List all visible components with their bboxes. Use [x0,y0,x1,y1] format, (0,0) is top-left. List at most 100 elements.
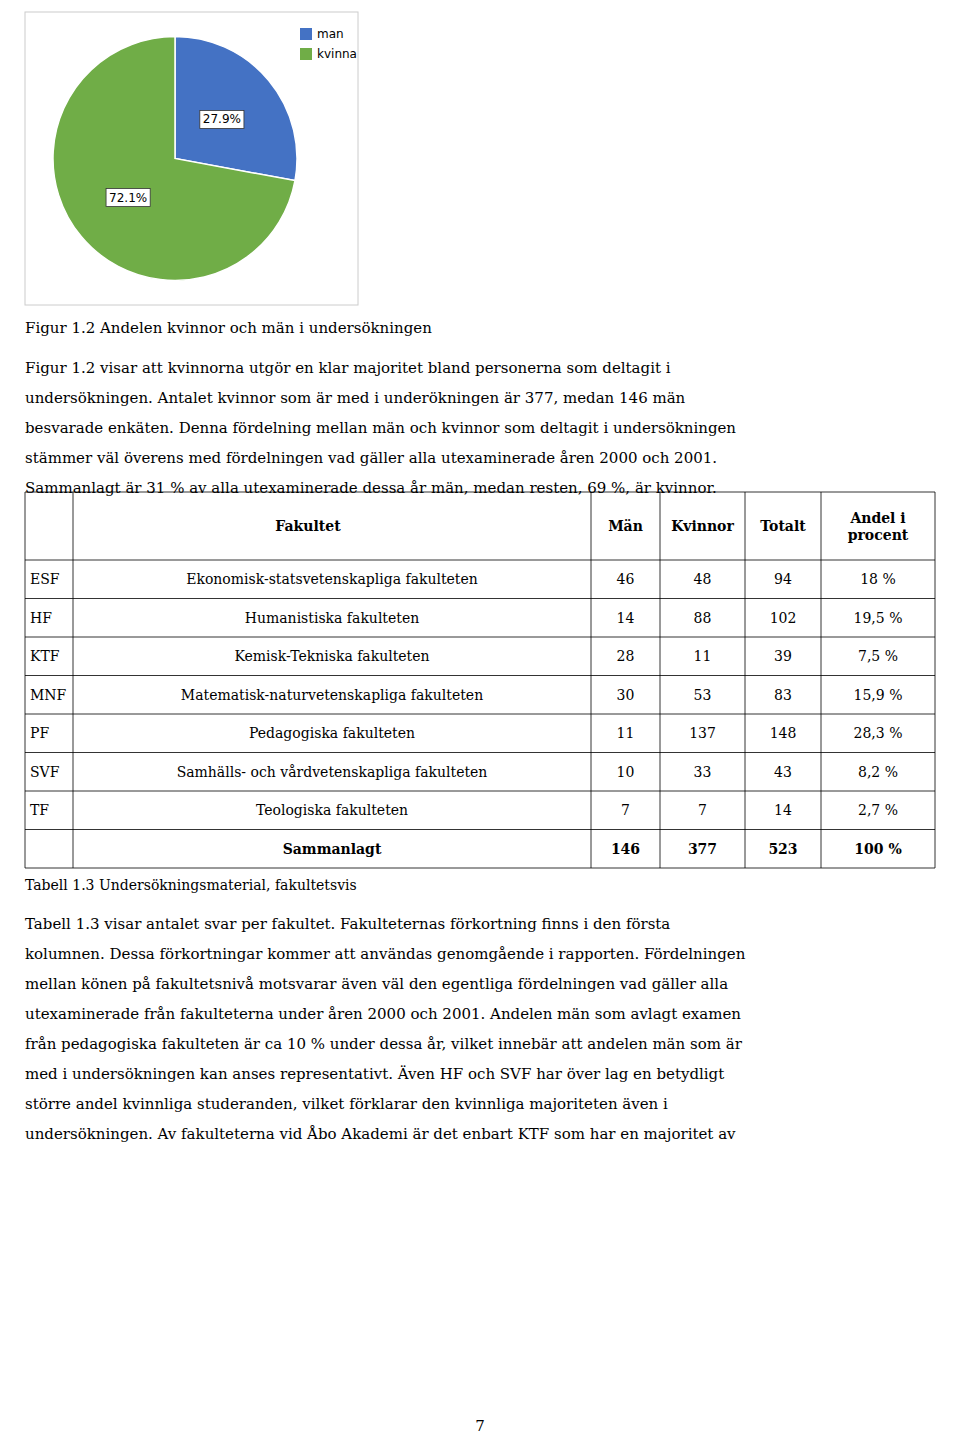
table-cell: 137 [689,725,716,741]
legend-label: kvinna [317,47,357,61]
data-labels: 27.9% 72.1% [106,110,244,206]
table-cell: 7,5 % [858,648,898,664]
table-cell: 100 % [854,841,901,857]
pie-chart: 27.9% 72.1% [53,37,297,281]
data-label-group: 72.1% [106,189,150,207]
table-cell: Matematisk-naturvetenskapliga fakulteten [181,687,483,703]
table-header: Fakultet [275,518,341,534]
table-cell: Ekonomisk-statsvetenskapliga fakulteten [186,571,478,587]
table-cell: Sammanlagt [283,841,382,857]
table-cell: MNF [30,687,67,703]
table-cell: 19,5 % [854,610,903,626]
paragraph-line: med i undersökningen kan anses represent… [25,1065,724,1083]
data-label: 72.1% [109,191,147,205]
data-label-box [200,110,244,128]
paragraph-line: utexaminerade från fakulteterna under år… [25,1005,741,1023]
table-header: Män [608,518,643,534]
table-rule [745,492,746,868]
table-cell: 18 % [860,571,896,587]
table-cell: 39 [774,648,792,664]
table-cell: 15,9 % [854,687,903,703]
paragraph-line: mellan könen på fakultetsnivå motsvarar … [25,975,728,993]
table-cell: Samhälls- och vårdvetenskapliga fakultet… [177,764,488,780]
table-cell: 2,7 % [858,802,898,818]
table-cell: 10 [617,764,635,780]
table-cell: 83 [774,687,792,703]
table-cell: Humanistiska fakulteten [245,610,419,626]
table-cell: 30 [617,687,635,703]
table: FakultetMänKvinnorTotaltAndel iprocentES… [25,492,935,868]
paragraph-line: stämmer väl överens med fördelningen vad… [25,449,717,467]
table-cell: 14 [774,802,792,818]
table-cell: HF [30,610,52,626]
table-rule [591,492,592,868]
table-cell: 43 [774,764,792,780]
table-cell: KTF [30,648,60,664]
table-rule [25,752,935,753]
paragraph-line: undersökningen. Av fakulteterna vid Åbo … [25,1125,736,1143]
table-cell: ESF [30,571,60,587]
table-rule [660,492,661,868]
table-rule [73,492,74,868]
page-number: 7 [475,1417,485,1435]
table-cell: 94 [774,571,792,587]
data-label-box [106,189,150,207]
table-cell: 146 [611,841,640,857]
legend-item: man [300,27,344,41]
legend-swatch [300,48,312,60]
paragraph-line: besvarade enkäten. Denna fördelning mell… [25,419,736,437]
table-cell: 48 [694,571,712,587]
legend-swatch [300,28,312,40]
table-cell: TF [30,802,49,818]
table-rule [25,714,935,715]
table-rule [821,492,822,868]
legend: man kvinna [300,27,357,61]
table-rule [25,637,935,638]
table-cell: 7 [698,802,707,818]
table-rule [25,560,935,561]
table-header-line: procent [848,527,909,543]
slices [53,37,297,281]
table-rule [25,791,935,792]
table-cell: Teologiska fakulteten [256,802,408,818]
paragraph-line: Tabell 1.3 visar antalet svar per fakult… [25,915,670,933]
table-rule [25,598,935,599]
paragraph-line: Figur 1.2 visar att kvinnorna utgör en k… [25,359,671,377]
table-rule [25,868,935,869]
table-cell: 8,2 % [858,764,898,780]
legend-label: man [317,27,344,41]
table-cell: 523 [768,841,797,857]
table-cell: 14 [617,610,635,626]
table-header: Totalt [760,518,806,534]
pie-slice [53,37,295,281]
table-cell: 53 [694,687,712,703]
table-cell: 28 [617,648,635,664]
table-rule [25,829,935,830]
table-cell: 28,3 % [854,725,903,741]
table-cell: 88 [694,610,712,626]
table-header: Kvinnor [671,518,734,534]
table-cell: 377 [688,841,717,857]
table-cell: 102 [770,610,797,626]
table-cell: SVF [30,764,60,780]
data-label: 27.9% [203,112,241,126]
table-cell: Pedagogiska fakulteten [249,725,415,741]
table-caption: Tabell 1.3 Undersökningsmaterial, fakult… [25,877,357,893]
table-rule [935,492,936,868]
table-rule [25,492,935,493]
paragraph-line: Sammanlagt är 31 % av alla utexaminerade… [25,479,717,497]
data-label-group: 27.9% [200,110,244,128]
table-cell: PF [30,725,49,741]
paragraph-line: kolumnen. Dessa förkortningar kommer att… [25,945,746,963]
table-cell: 148 [770,725,797,741]
paragraph-line: större andel kvinnliga studeranden, vilk… [25,1095,668,1113]
table-cell: 11 [617,725,635,741]
table-rule [25,492,26,868]
chart-title: Figur 1.2 Andelen kvinnor och män i unde… [25,319,432,337]
pie-slice [175,37,297,181]
page: 27.9% 72.1% man kvinna Figur 1.2 Andelen kvi… [0,0,960,1453]
table-cell: 11 [694,648,712,664]
chart-frame [25,12,358,305]
table-rule [25,675,935,676]
paragraph-line: från pedagogiska fakulteten är ca 10 % u… [25,1035,743,1053]
